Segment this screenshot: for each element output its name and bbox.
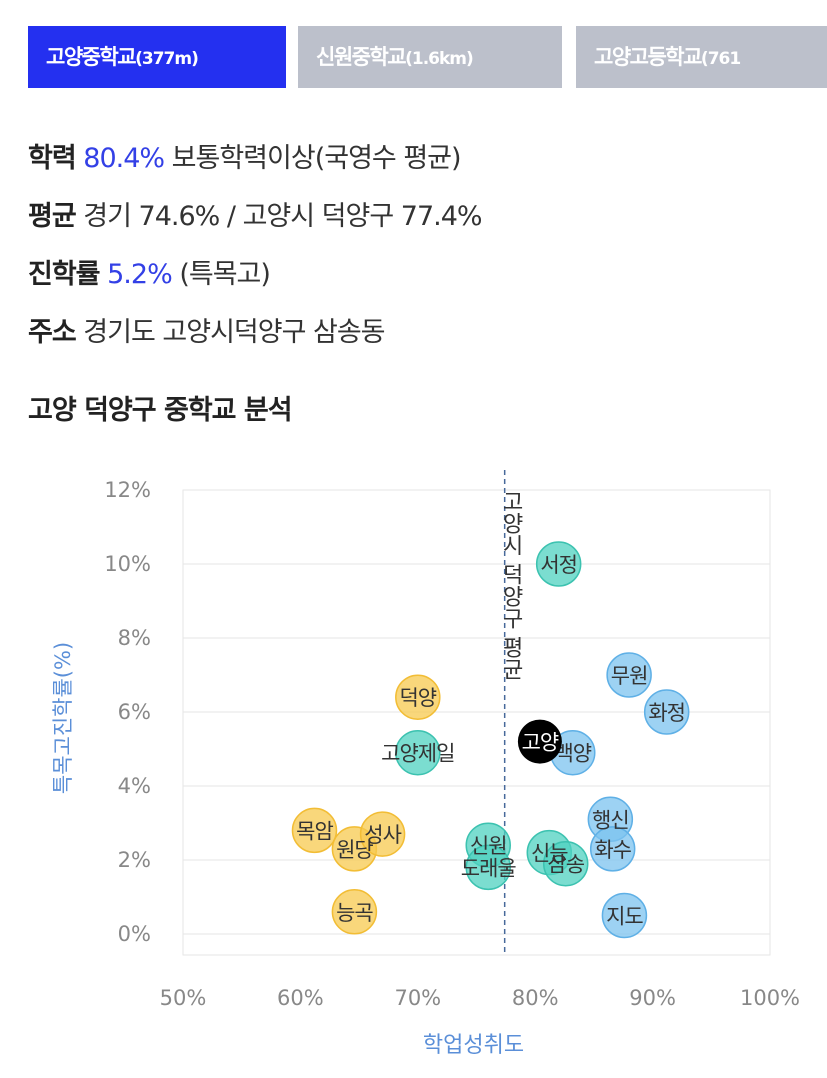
achievement-value: 80.4%: [83, 143, 165, 174]
data-point: [291, 807, 338, 854]
data-point-label: 화수: [594, 838, 631, 862]
x-tick-label: 90%: [629, 986, 676, 1010]
y-tick-label: 8%: [118, 626, 151, 650]
data-point: [465, 844, 511, 891]
tab-distance: (1.6km): [405, 49, 474, 69]
y-tick-label: 12%: [104, 478, 151, 502]
y-tick-label: 2%: [118, 848, 151, 872]
data-point: [589, 826, 636, 872]
tab-goyang-middle[interactable]: 고양중학교(377m): [28, 26, 286, 88]
data-point: [395, 729, 441, 776]
data-point-label: 고양제일: [381, 742, 454, 766]
address-row: 주소 경기도 고양시덕양구 삼송동: [28, 310, 386, 349]
data-point-label: 도래울: [461, 856, 517, 880]
tab-sinwon-middle[interactable]: 신원중학교(1.6km): [298, 26, 562, 88]
reference-line-label: 고양시 덕양구 평균: [498, 490, 523, 680]
average-row: 평균 경기 74.6% / 고양시 덕양구 77.4%: [28, 194, 483, 233]
y-tick-label: 6%: [118, 700, 151, 724]
y-tick-label: 10%: [104, 552, 151, 576]
address-text: 경기도 고양시덕양구 삼송동: [83, 317, 385, 348]
address-label: 주소: [28, 317, 77, 348]
advancement-row: 진학률 5.2% (특목고): [28, 252, 271, 291]
data-point-label: 신원: [470, 834, 507, 858]
tab-distance: (377m): [135, 49, 199, 69]
data-point-label: 화정: [648, 701, 685, 725]
section-title: 고양 덕양구 중학교 분석: [28, 395, 293, 426]
data-point-label: 성사: [364, 823, 401, 847]
data-point: [601, 892, 648, 939]
y-axis-label: 특목고진학률(%): [51, 642, 75, 794]
data-point-label: 신능: [531, 842, 568, 866]
data-point: [606, 652, 652, 698]
data-point: [359, 811, 406, 857]
data-point-label: 원당: [336, 838, 373, 862]
selected-point-label: 고양: [522, 731, 559, 755]
scatter-chart: 0% 2% 4% 6% 8% 10% 12% 50% 60% 70% 80% 90% 100% 학업성취도…: [51, 470, 800, 1058]
data-point: [643, 689, 690, 735]
x-tick-label: 70%: [394, 986, 441, 1010]
y-tick-label: 4%: [118, 774, 151, 798]
average-label: 평균: [28, 201, 77, 232]
tab-goyang-high[interactable]: 고양고등학교(761: [576, 26, 827, 88]
data-point: [535, 541, 582, 587]
selected-point: [517, 719, 562, 764]
x-tick-label: 100%: [740, 986, 800, 1010]
achievement-desc: 보통학력이상(국영수 평균): [171, 143, 462, 174]
achievement-row: 학력 80.4% 보통학력이상(국영수 평균): [28, 136, 462, 175]
data-point-label: 행신: [592, 808, 629, 832]
x-tick-label: 80%: [512, 986, 559, 1010]
data-point-label: 무원: [611, 664, 648, 688]
data-point-label: 목암: [296, 819, 333, 843]
data-point-label: 삼송: [547, 853, 584, 877]
tab-label: 신원중학교: [316, 45, 407, 69]
x-tick-label: 60%: [277, 986, 324, 1010]
x-tick-label: 50%: [160, 986, 207, 1010]
school-tabs: 고양중학교(377m) 신원중학교(1.6km) 고양고등학교(761: [28, 26, 827, 88]
data-point: [542, 840, 589, 887]
achievement-label: 학력: [28, 143, 77, 174]
advancement-desc: (특목고): [179, 259, 271, 290]
advancement-value: 5.2%: [107, 259, 173, 290]
data-point-label: 서정: [540, 553, 577, 577]
data-point: [331, 889, 378, 935]
x-axis-label: 학업성취도: [423, 1033, 524, 1058]
tab-label: 고양고등학교: [594, 45, 702, 69]
average-text: 경기 74.6% / 고양시 덕양구 77.4%: [83, 201, 482, 232]
data-point-label: 덕양: [399, 686, 436, 710]
data-point: [395, 674, 441, 720]
data-point-label: 능곡: [336, 901, 373, 925]
tab-label: 고양중학교: [46, 45, 137, 69]
advancement-label: 진학률: [28, 259, 101, 290]
y-tick-label: 0%: [118, 922, 151, 946]
tab-distance: (761: [700, 49, 741, 69]
data-point-label: 지도: [606, 905, 643, 929]
